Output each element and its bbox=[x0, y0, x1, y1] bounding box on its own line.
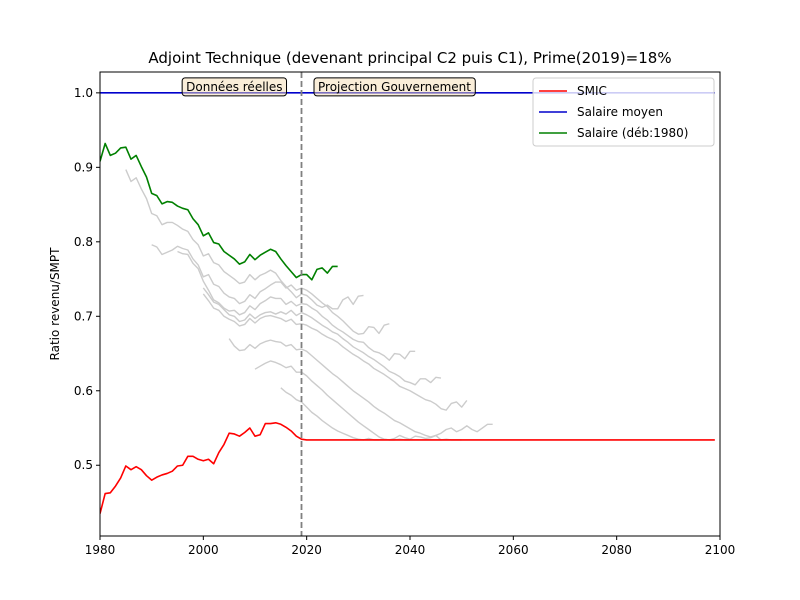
series-line-2 bbox=[100, 142, 338, 281]
annotation-box-1 bbox=[313, 77, 476, 97]
annotation-box-0 bbox=[181, 77, 288, 97]
annotation-0: Données réelles bbox=[181, 77, 288, 97]
y-tick-label-2: 0.7 bbox=[74, 309, 93, 323]
x-tick-label-6: 2100 bbox=[705, 543, 736, 557]
annotation-1: Projection Gouvernement bbox=[313, 77, 476, 97]
y-tick-label-4: 0.9 bbox=[74, 160, 93, 174]
series-line-7 bbox=[202, 293, 468, 411]
series-line-9 bbox=[254, 360, 462, 441]
y-tick-label-0: 0.5 bbox=[74, 458, 93, 472]
series-line-3 bbox=[125, 169, 364, 310]
x-tick-label-0: 1980 bbox=[85, 543, 116, 557]
series-line-6 bbox=[202, 287, 442, 386]
legend-box bbox=[532, 77, 715, 147]
chart-title: Adjoint Technique (devenant principal C2… bbox=[148, 49, 671, 67]
y-tick-label-3: 0.8 bbox=[74, 235, 93, 249]
legend-label-2: Salaire (déb:1980) bbox=[577, 126, 688, 140]
series-line-0 bbox=[100, 421, 715, 514]
x-tick-label-4: 2060 bbox=[498, 543, 529, 557]
series-line-4 bbox=[151, 244, 390, 335]
y-tick-label-5: 1.0 bbox=[74, 86, 93, 100]
series-line-5 bbox=[177, 250, 416, 361]
annotation-text-1: Projection Gouvernement bbox=[318, 80, 471, 94]
legend: SMIC Salaire moyen Salaire (déb:1980) bbox=[532, 77, 715, 147]
tick-layer: 1980 2000 2020 2040 2060 2080 2100 0.5 0.6 0.7 0.8… bbox=[74, 86, 735, 557]
legend-label-0: SMIC bbox=[577, 84, 607, 98]
x-tick-label-1: 2000 bbox=[188, 543, 219, 557]
series-line-8 bbox=[228, 338, 493, 438]
y-axis-label: Ratio revenu/SMPT bbox=[48, 247, 62, 361]
x-tick-label-3: 2040 bbox=[395, 543, 426, 557]
legend-label-1: Salaire moyen bbox=[577, 105, 663, 119]
annotation-text-0: Données réelles bbox=[186, 80, 282, 94]
x-tick-label-2: 2020 bbox=[291, 543, 322, 557]
x-tick-label-5: 2080 bbox=[601, 543, 632, 557]
y-tick-label-1: 0.6 bbox=[74, 384, 93, 398]
annotation-layer: Données réelles Projection Gouvernement bbox=[181, 77, 476, 97]
